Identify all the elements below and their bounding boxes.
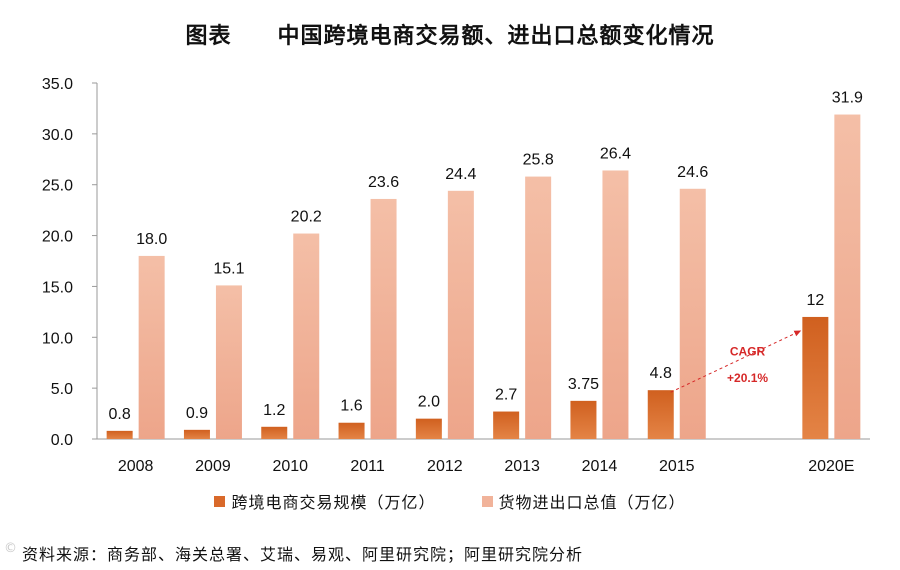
legend-swatch-series2 — [481, 495, 493, 507]
y-tick-label: 15.0 — [42, 279, 73, 296]
legend: 跨境电商交易规模（万亿） 货物进出口总值（万亿） — [0, 489, 900, 513]
data-label-series2: 31.9 — [832, 90, 863, 107]
bar-series2 — [447, 190, 474, 439]
data-label-series2: 24.6 — [677, 164, 708, 181]
bar-series1 — [106, 430, 133, 439]
x-tick-label: 2009 — [195, 458, 231, 475]
data-label-series2: 26.4 — [600, 145, 631, 162]
legend-label-series2: 货物进出口总值（万亿） — [498, 493, 686, 512]
x-tick-label: 2010 — [272, 458, 308, 475]
data-label-series1: 2.0 — [418, 394, 440, 411]
bar-series2 — [602, 170, 629, 439]
x-tick-label: 2014 — [582, 458, 618, 475]
watermark: © — [4, 541, 17, 556]
bar-series2 — [370, 198, 397, 439]
x-tick-label: 2008 — [118, 458, 154, 475]
data-label-series2: 24.4 — [445, 166, 476, 183]
data-label-series1: 2.7 — [495, 387, 517, 404]
data-label-series2: 23.6 — [368, 174, 399, 191]
chart-title: 图表 中国跨境电商交易额、进出口总额变化情况 — [185, 24, 715, 49]
y-tick-label: 20.0 — [42, 229, 73, 246]
bar-series1 — [802, 316, 829, 439]
bar-series2 — [679, 188, 706, 439]
x-tick-label: 2020E — [808, 458, 854, 475]
data-label-series1: 1.6 — [340, 398, 362, 415]
bar-series1 — [261, 426, 288, 439]
bar-series2 — [215, 285, 242, 439]
y-tick-label: 25.0 — [42, 178, 73, 195]
x-tick-label: 2012 — [427, 458, 463, 475]
x-tick-label: 2011 — [350, 458, 385, 475]
legend-item-series1: 跨境电商交易规模（万亿） — [214, 489, 435, 513]
bar-series1 — [493, 411, 520, 439]
bar-series2 — [525, 176, 552, 439]
data-label-series2: 15.1 — [213, 260, 244, 277]
cagr-value: +20.1% — [727, 371, 768, 385]
y-tick-label: 10.0 — [42, 330, 73, 347]
data-label-series1: 4.8 — [650, 365, 672, 382]
bar-series2 — [138, 255, 165, 439]
bar-series2 — [293, 233, 320, 439]
data-label-series1: 12 — [806, 292, 824, 309]
data-label-series1: 1.2 — [263, 402, 285, 419]
y-tick-label: 5.0 — [51, 381, 73, 398]
legend-label-series1: 跨境电商交易规模（万亿） — [231, 493, 436, 512]
data-label-series1: 3.75 — [568, 376, 599, 393]
cagr-label: CAGR — [730, 345, 766, 359]
data-label-series2: 18.0 — [136, 231, 167, 248]
data-label-series2: 25.8 — [523, 152, 554, 169]
y-tick-label: 35.0 — [42, 76, 73, 93]
bar-series1 — [183, 429, 210, 439]
legend-swatch-series1 — [214, 495, 226, 507]
bar-series1 — [338, 422, 365, 439]
x-tick-label: 2013 — [504, 458, 540, 475]
legend-item-series2: 货物进出口总值（万亿） — [481, 489, 686, 513]
data-label-series1: 0.8 — [109, 406, 131, 423]
y-tick-label: 30.0 — [42, 127, 73, 144]
source-note: 资料来源：商务部、海关总署、艾瑞、易观、阿里研究院；阿里研究院分析 — [22, 545, 584, 564]
bar-series1 — [647, 390, 674, 439]
y-tick-label: 0.0 — [51, 432, 73, 449]
bar-series1 — [570, 400, 597, 439]
data-label-series1: 0.9 — [186, 405, 208, 422]
x-tick-label: 2015 — [659, 458, 695, 475]
bar-series2 — [834, 114, 861, 439]
data-label-series2: 20.2 — [291, 209, 322, 226]
bar-series1 — [415, 418, 442, 439]
